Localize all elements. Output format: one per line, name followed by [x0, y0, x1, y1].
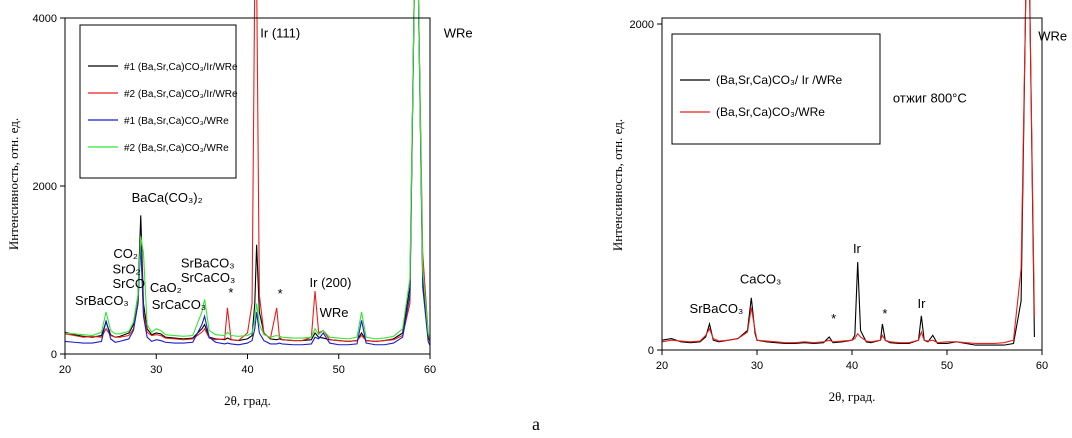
annotation: Ir (200) — [310, 275, 352, 290]
annotation: WRe — [444, 25, 473, 40]
annotation: WRe — [320, 305, 349, 320]
annotation: SrBaCO₃ — [181, 255, 235, 270]
annotation: * — [882, 306, 887, 321]
annotation: SrCaCO₃ — [152, 297, 206, 312]
y-axis-label: Интенсивность, отн. ед. — [610, 119, 625, 251]
x-tick-label: 20 — [59, 364, 71, 376]
annotation: BaCa(CO₃)₂ — [132, 190, 203, 205]
annotation: CaO₂ — [150, 280, 182, 295]
legend-label: #2 (Ba,Sr,Ca)CO₃/Ir/WRe — [124, 89, 238, 100]
annotation: * — [228, 285, 233, 300]
y-tick-label: 0 — [648, 345, 654, 357]
legend-box — [79, 24, 237, 179]
legend-label: (Ba,Sr,Ca)CO₃/ Ir /WRe — [716, 73, 843, 87]
annotation: Ir — [853, 241, 862, 256]
x-tick-label: 50 — [333, 364, 345, 376]
annotation: CaCO₃ — [740, 271, 781, 286]
legend-label: (Ba,Sr,Ca)CO₃/WRe — [716, 105, 825, 119]
annotation: Ir (111) — [260, 25, 300, 40]
legend-label: #1 (Ba,Sr,Ca)CO₃/WRe — [124, 116, 229, 127]
data-line — [65, 0, 430, 340]
annotation: SrCO — [112, 276, 145, 291]
annotation: SrBaCO₃ — [690, 301, 744, 316]
x-tick-label: 40 — [846, 360, 858, 372]
legend-box — [671, 33, 881, 145]
x-tick-label: 40 — [241, 364, 253, 376]
annotation: Ir — [918, 296, 927, 311]
annotation: отжиг 800°C — [893, 90, 967, 105]
y-tick-label: 4000 — [33, 13, 57, 25]
legend-label: #1 (Ba,Sr,Ca)CO₃/Ir/WRe — [124, 62, 238, 73]
y-tick-label: 0 — [51, 349, 57, 361]
x-tick-label: 30 — [150, 364, 162, 376]
x-tick-label: 20 — [656, 360, 668, 372]
x-tick-label: 30 — [751, 360, 763, 372]
annotation: CO₂ — [113, 246, 138, 261]
annotation: SrO₂ — [112, 261, 140, 276]
x-tick-label: 60 — [424, 364, 436, 376]
annotation: SrBaCO₃ — [75, 293, 129, 308]
y-axis-label: Интенсивность, отн. ед. — [6, 118, 21, 250]
data-line — [65, 0, 430, 346]
x-tick-label: 50 — [941, 360, 953, 372]
legend-label: #2 (Ba,Sr,Ca)CO₃/WRe — [124, 143, 229, 154]
data-line — [662, 0, 1035, 345]
annotation: WRe — [1038, 28, 1067, 43]
annotation: SrCaCO₃ — [181, 270, 235, 285]
caption: a — [532, 414, 540, 434]
x-tick-label: 60 — [1036, 360, 1048, 372]
x-axis-label: 2θ, град. — [829, 389, 876, 404]
annotation: * — [831, 311, 836, 326]
annotation: * — [278, 286, 283, 301]
y-tick-label: 2000 — [630, 19, 654, 31]
x-axis-label: 2θ, град. — [224, 393, 271, 408]
y-tick-label: 2000 — [33, 181, 57, 193]
